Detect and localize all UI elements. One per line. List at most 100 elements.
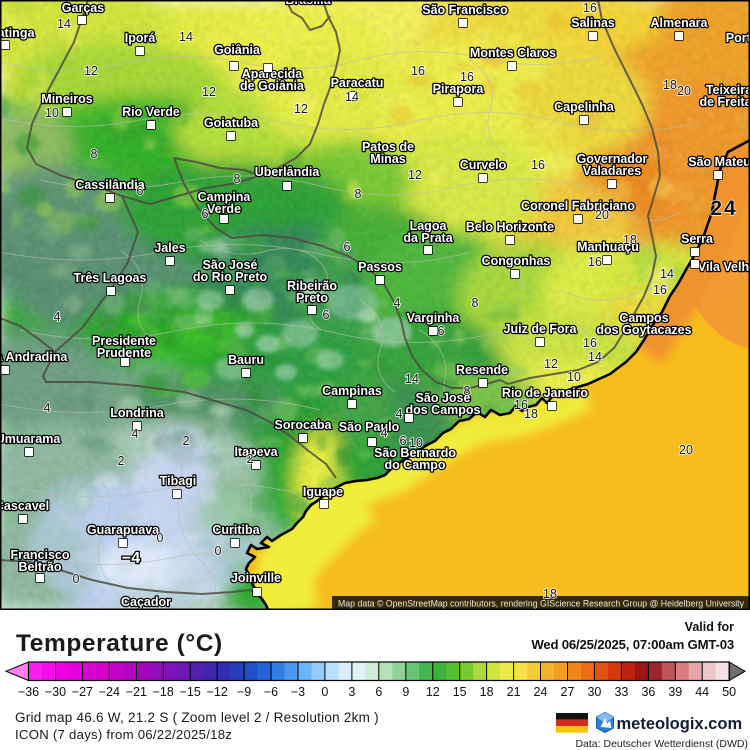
svg-text:14: 14 [345, 90, 359, 104]
svg-text:Caçador: Caçador [121, 595, 171, 609]
svg-text:−18: −18 [153, 685, 174, 699]
svg-text:Temperature (°C): Temperature (°C) [16, 630, 223, 657]
svg-text:8: 8 [464, 384, 471, 398]
svg-text:Preto: Preto [296, 291, 328, 305]
svg-text:Goiatuba: Goiatuba [204, 116, 259, 130]
svg-text:24: 24 [710, 197, 737, 220]
svg-text:de Goiânia: de Goiânia [240, 79, 305, 93]
svg-text:Aparecida: Aparecida [242, 67, 303, 81]
svg-text:Rio de Janeiro: Rio de Janeiro [502, 386, 588, 400]
svg-text:44: 44 [695, 685, 709, 699]
svg-text:Coronel Fabriciano: Coronel Fabriciano [521, 199, 635, 213]
svg-text:Map data © OpenStreetMap contr: Map data © OpenStreetMap contributors, r… [338, 599, 744, 610]
svg-text:−36: −36 [18, 685, 39, 699]
svg-text:São Paulo: São Paulo [339, 420, 400, 434]
svg-text:da Prata: da Prata [403, 231, 453, 245]
svg-text:Beltrão: Beltrão [18, 560, 61, 574]
svg-text:dos Campos: dos Campos [405, 403, 480, 417]
svg-text:18: 18 [480, 685, 494, 699]
svg-text:12: 12 [294, 102, 308, 116]
svg-text:atinga: atinga [0, 26, 35, 40]
svg-text:6: 6 [344, 240, 351, 254]
svg-text:16: 16 [583, 1, 597, 15]
svg-text:6: 6 [375, 685, 382, 699]
svg-text:−30: −30 [45, 685, 66, 699]
svg-text:−6: −6 [264, 685, 278, 699]
svg-text:Sorocaba: Sorocaba [275, 418, 333, 432]
svg-text:−4: −4 [122, 550, 140, 567]
svg-text:30: 30 [587, 685, 601, 699]
svg-text:4: 4 [132, 427, 139, 441]
svg-text:Itapeva: Itapeva [234, 445, 278, 459]
svg-text:6: 6 [323, 308, 330, 322]
svg-text:Umuarama: Umuarama [0, 432, 61, 446]
svg-text:16: 16 [583, 336, 597, 350]
svg-text:Brasília: Brasília [285, 0, 331, 7]
svg-text:Campina: Campina [198, 190, 252, 204]
svg-text:−24: −24 [99, 685, 120, 699]
svg-text:Serra: Serra [681, 232, 714, 246]
svg-text:18: 18 [663, 78, 677, 92]
svg-text:Lagoa: Lagoa [410, 219, 448, 233]
svg-text:Campos: Campos [619, 311, 668, 325]
svg-text:14: 14 [588, 350, 602, 364]
svg-text:Varginha: Varginha [407, 311, 461, 325]
svg-text:−21: −21 [126, 685, 147, 699]
svg-text:Prudente: Prudente [97, 346, 151, 360]
svg-text:Salinas: Salinas [571, 16, 615, 30]
svg-text:Valid for: Valid for [685, 620, 734, 634]
svg-text:27: 27 [561, 685, 575, 699]
svg-text:Três Lagoas: Três Lagoas [74, 271, 147, 285]
svg-text:−27: −27 [72, 685, 93, 699]
svg-text:Data: Deutscher Wetterdienst: Data: Deutscher Wetterdienst (DWD) [575, 738, 748, 750]
svg-text:São Mateus: São Mateus [688, 155, 750, 169]
svg-text:Porto S: Porto S [726, 31, 750, 45]
svg-text:do Rio Preto: do Rio Preto [193, 270, 268, 284]
svg-text:Ribeirão: Ribeirão [287, 279, 337, 293]
svg-text:Teixeira: Teixeira [706, 83, 750, 97]
svg-text:São José: São José [203, 258, 258, 272]
svg-text:−12: −12 [207, 685, 228, 699]
svg-text:16: 16 [531, 158, 545, 172]
svg-text:6: 6 [438, 324, 445, 338]
svg-text:2: 2 [118, 454, 125, 468]
svg-text:Grid map 46.6 W, 21.2 S ( Zoom: Grid map 46.6 W, 21.2 S ( Zoom level 2 /… [15, 710, 379, 725]
svg-text:Manhuaçu: Manhuaçu [577, 240, 639, 254]
svg-text:12: 12 [544, 357, 558, 371]
svg-text:Patos de: Patos de [362, 140, 414, 154]
svg-text:16: 16 [588, 255, 602, 269]
svg-text:0: 0 [321, 685, 328, 699]
svg-text:8: 8 [355, 187, 362, 201]
svg-text:16: 16 [460, 70, 474, 84]
svg-text:18: 18 [524, 407, 538, 421]
svg-text:8: 8 [234, 172, 241, 186]
svg-text:Pirapora: Pirapora [433, 82, 485, 96]
svg-text:Iporá: Iporá [125, 31, 156, 45]
svg-text:18: 18 [623, 233, 637, 247]
svg-text:Joinville: Joinville [231, 571, 281, 585]
svg-text:14: 14 [405, 372, 419, 386]
svg-text:33: 33 [614, 685, 628, 699]
svg-text:Congonhas: Congonhas [482, 254, 551, 268]
svg-text:Juiz de Fora: Juiz de Fora [504, 322, 578, 336]
svg-text:8: 8 [91, 147, 98, 161]
svg-text:São José: São José [416, 391, 471, 405]
svg-text:24: 24 [534, 685, 548, 699]
svg-text:14: 14 [660, 267, 674, 281]
svg-text:va Andradina: va Andradina [0, 350, 68, 364]
svg-text:6: 6 [137, 184, 144, 198]
svg-text:do Campo: do Campo [384, 458, 445, 472]
svg-text:Governador: Governador [577, 152, 648, 166]
svg-text:Bauru: Bauru [228, 353, 264, 367]
svg-text:3: 3 [348, 685, 355, 699]
svg-text:0: 0 [215, 544, 222, 558]
svg-text:2: 2 [247, 452, 254, 466]
svg-text:12: 12 [202, 85, 216, 99]
svg-text:ICON (7 days) from 06/22/2025: ICON (7 days) from 06/22/2025/18z [15, 727, 232, 742]
svg-text:de Freitas: de Freitas [699, 95, 750, 109]
svg-text:20: 20 [677, 84, 691, 98]
svg-text:Londrina: Londrina [110, 406, 165, 420]
svg-text:Rio Verde: Rio Verde [122, 105, 180, 119]
svg-text:Belo Horizonte: Belo Horizonte [466, 220, 554, 234]
svg-text:Guarapuava: Guarapuava [87, 523, 160, 537]
